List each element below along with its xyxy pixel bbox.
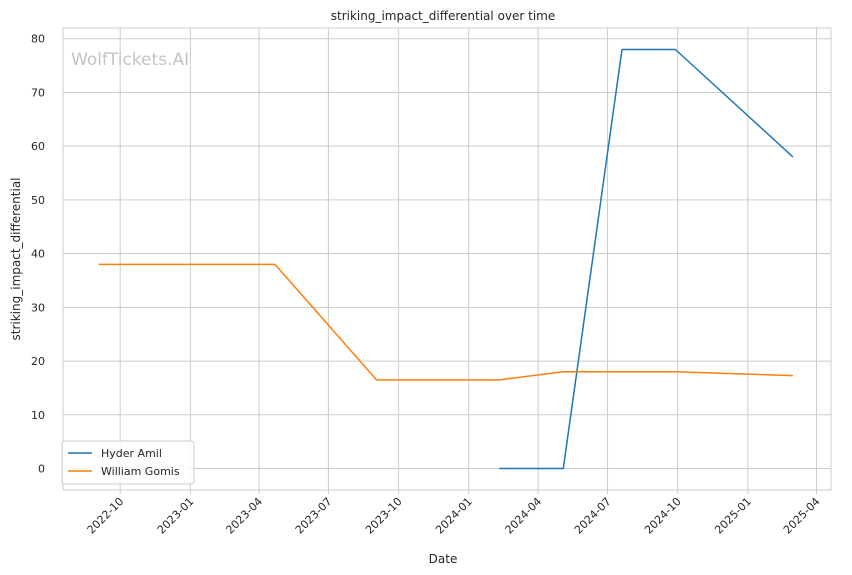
y-tick-label: 60 [31, 140, 45, 153]
watermark-text: WolfTickets.AI [71, 50, 189, 70]
y-tick-label: 20 [31, 355, 45, 368]
x-axis-title: Date [429, 552, 458, 566]
y-tick-label: 10 [31, 409, 45, 422]
y-axis-title: striking_impact_differential [9, 177, 23, 340]
x-tick-label: 2024-10 [642, 495, 684, 537]
series-line-william-gomis [98, 263, 793, 381]
x-axis-ticks: 2022-10 2023-01 2023-04 2023-07 2023-10 2024-… [85, 490, 823, 537]
y-tick-label: 70 [31, 86, 45, 99]
grid-lines [63, 28, 831, 490]
x-tick-label: 2024-01 [433, 495, 475, 537]
legend-label-hyder-amil: Hyder Amil [101, 447, 162, 460]
plot-background [63, 28, 831, 490]
x-tick-label: 2023-04 [223, 495, 265, 537]
legend: Hyder Amil William Gomis [61, 440, 195, 485]
x-tick-label: 2023-10 [363, 495, 405, 537]
x-tick-label: 2024-07 [572, 495, 614, 537]
plot-frame [62, 27, 832, 491]
x-tick-label: 2024-04 [503, 495, 545, 537]
series-line-hyder-amil [499, 48, 794, 470]
y-tick-label: 0 [38, 463, 45, 476]
x-tick-label: 2025-01 [712, 495, 754, 537]
y-tick-label: 80 [31, 33, 45, 46]
y-axis-ticks: 0 10 20 30 40 50 60 70 80 [31, 33, 45, 476]
x-tick-label: 2023-07 [293, 495, 335, 537]
x-tick-label: 2023-01 [155, 495, 197, 537]
chart-title: striking_impact_differential over time [331, 9, 556, 23]
y-tick-label: 40 [31, 248, 45, 261]
legend-box [61, 440, 195, 485]
y-tick-label: 50 [31, 194, 45, 207]
series-lines [98, 48, 794, 470]
x-tick-label: 2025-04 [781, 495, 823, 537]
x-tick-label: 2022-10 [85, 495, 127, 537]
legend-label-william-gomis: William Gomis [101, 465, 180, 478]
y-tick-label: 30 [31, 301, 45, 314]
